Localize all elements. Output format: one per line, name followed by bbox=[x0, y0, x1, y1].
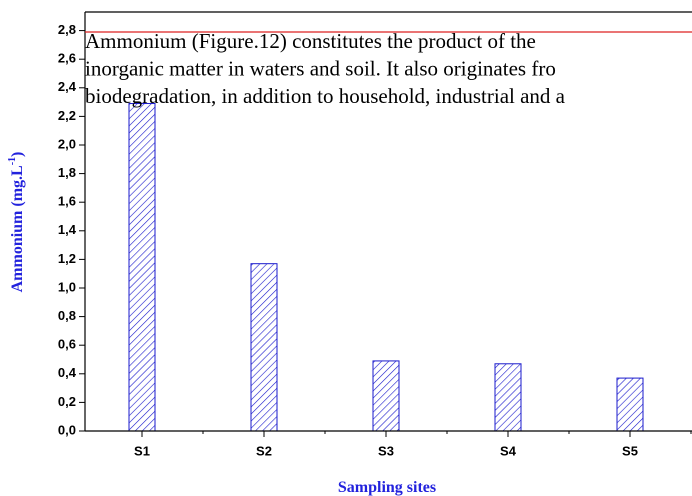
y-tick-label: 2,2 bbox=[58, 108, 76, 123]
x-tick-label: S3 bbox=[378, 443, 394, 458]
bar bbox=[616, 377, 644, 432]
paragraph-line: Ammonium (Figure.12) constitutes the pro… bbox=[85, 29, 536, 53]
y-tick-label: 0,6 bbox=[58, 337, 76, 352]
y-tick-label: 2,4 bbox=[58, 79, 77, 94]
y-tick-label: 1,0 bbox=[58, 279, 76, 294]
bar bbox=[128, 103, 156, 432]
y-axis-label: Ammonium (mg.L-1) bbox=[7, 152, 26, 293]
y-label-main: Ammonium (mg.L bbox=[9, 165, 26, 292]
y-tick-label: 1,4 bbox=[58, 222, 77, 237]
plot-area: S1 S2 S3 S4 S5 0,0 0,2 0,4 0,6 0,8 1,0 1,2 1,4 1,6 1,8… bbox=[58, 11, 692, 458]
x-tick-label: S4 bbox=[500, 443, 517, 458]
y-label-end: ) bbox=[9, 152, 26, 157]
bar bbox=[250, 263, 278, 432]
y-tick-label: 2,0 bbox=[58, 136, 76, 151]
paragraph-line: biodegradation, in addition to household… bbox=[85, 84, 566, 108]
overlay-text: Ammonium (Figure.12) constitutes the pro… bbox=[85, 29, 566, 108]
y-tick-label: 1,6 bbox=[58, 194, 76, 209]
x-tick-label: S5 bbox=[622, 443, 638, 458]
y-tick-label: 1,2 bbox=[58, 251, 76, 266]
bar bbox=[372, 360, 400, 432]
y-tick-label: 2,6 bbox=[58, 51, 76, 66]
x-tick-label: S2 bbox=[256, 443, 272, 458]
x-axis-label: Sampling sites bbox=[338, 479, 436, 496]
x-tick-label: S1 bbox=[134, 443, 150, 458]
bar bbox=[494, 363, 522, 432]
y-tick-label: 0,2 bbox=[58, 394, 76, 409]
paragraph-line: inorganic matter in waters and soil. It … bbox=[85, 57, 556, 81]
y-tick-label: 0,0 bbox=[58, 422, 76, 437]
y-tick-label: 0,8 bbox=[58, 308, 76, 323]
y-label-sup: -1 bbox=[7, 157, 18, 165]
y-tick-label: 1,8 bbox=[58, 165, 76, 180]
y-tick-label: 0,4 bbox=[58, 365, 77, 380]
y-tick-label: 2,8 bbox=[58, 22, 76, 37]
